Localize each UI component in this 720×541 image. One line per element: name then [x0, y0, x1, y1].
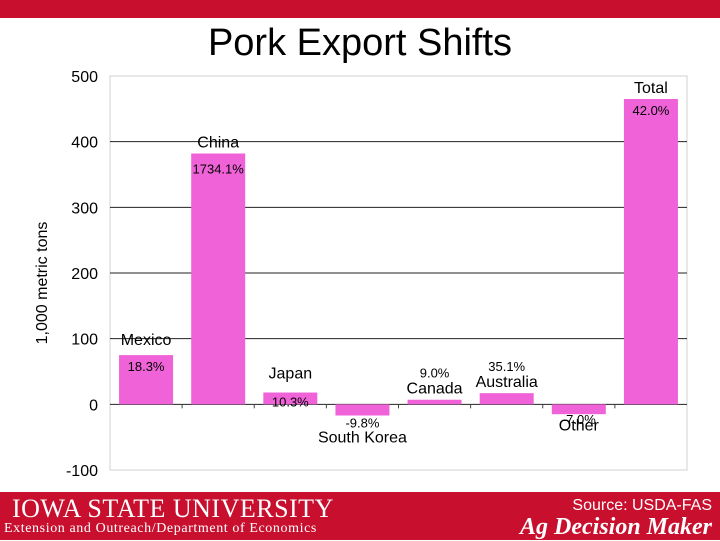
university-logo-text: IOWA STATE UNIVERSITY [12, 494, 334, 523]
category-label: Japan [269, 366, 313, 383]
data-label: 10.3% [272, 395, 309, 410]
y-tick-label: 500 [71, 69, 98, 86]
bar-canada [407, 399, 462, 405]
data-label: 9.0% [420, 366, 450, 381]
footer-bar [0, 492, 720, 540]
bar-chart: 500 400 300 200 100 0 -100 Mexico 18.3% China 173… [34, 69, 688, 480]
x-axis-ticks [181, 404, 616, 409]
y-tick-label: 0 [89, 397, 98, 414]
category-label: South Korea [318, 429, 407, 446]
category-label: China [197, 134, 239, 151]
data-label: 42.0% [633, 103, 670, 118]
y-tick-label: 100 [71, 332, 98, 349]
category-label: Other [559, 417, 600, 434]
source-note: Source: USDA-FAS [572, 497, 712, 514]
y-axis-label: 1,000 metric tons [34, 222, 51, 345]
y-tick-label: 400 [71, 135, 98, 152]
y-tick-label: -100 [66, 463, 98, 480]
data-label: -9.8% [345, 415, 379, 430]
bar-australia [479, 393, 534, 405]
category-label: Total [634, 80, 668, 97]
y-tick-label: 200 [71, 266, 98, 283]
slide-title: Pork Export Shifts [207, 22, 513, 64]
department-text: Extension and Outreach/Department of Eco… [4, 521, 317, 536]
category-label: Canada [407, 381, 463, 398]
bar-south-korea [335, 404, 390, 416]
data-label: 18.3% [128, 359, 165, 374]
y-tick-label: 300 [71, 200, 98, 217]
category-label: Mexico [121, 332, 172, 349]
bar-other [551, 404, 606, 415]
top-accent-bar [0, 0, 720, 18]
data-label: 1734.1% [193, 161, 245, 176]
brand-text: Ag Decision Maker [520, 514, 712, 540]
data-label: -7.0% [562, 412, 596, 427]
bar-mexico [119, 355, 174, 405]
bar-japan [263, 392, 318, 405]
bar-total [623, 98, 678, 405]
y-axis-ticks: 500 400 300 200 100 0 -100 [66, 69, 98, 480]
data-label: 35.1% [488, 359, 525, 374]
bar-china [191, 153, 246, 405]
bars [119, 98, 678, 416]
data-labels: Mexico 18.3% China 1734.1% Japan 10.3% South K… [121, 80, 670, 446]
category-label: Australia [476, 374, 538, 391]
